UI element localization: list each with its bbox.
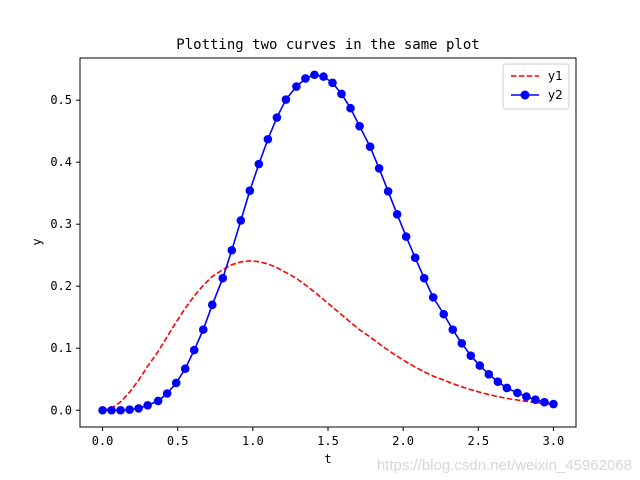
legend-y2-label: y2 bbox=[548, 88, 563, 102]
x-tick-label: 0.0 bbox=[92, 434, 114, 448]
series-y1-line bbox=[102, 260, 554, 412]
y-axis: 0.0 0.1 0.2 0.3 0.4 0.5 bbox=[50, 93, 80, 417]
series-y2-point bbox=[466, 351, 476, 360]
series-y2-point bbox=[272, 113, 282, 122]
series-y2-point bbox=[540, 397, 549, 407]
x-axis: 0.0 0.5 1.0 1.5 2.0 2.5 3.0 bbox=[92, 427, 565, 448]
watermark: https://blog.csdn.net/weixin_45962068 bbox=[376, 457, 632, 474]
series-y2-point bbox=[207, 300, 217, 310]
series-y2-point bbox=[153, 396, 163, 406]
series-y2-point bbox=[310, 70, 319, 80]
series-y2-point bbox=[245, 186, 255, 196]
series-y2-point bbox=[346, 103, 355, 113]
series-y2-point bbox=[227, 245, 237, 255]
series-y2-point bbox=[236, 216, 246, 225]
series-y2-point bbox=[162, 389, 172, 398]
series-y2-point bbox=[301, 74, 310, 83]
series-y2-point bbox=[484, 369, 494, 379]
series-y2-point bbox=[531, 395, 540, 405]
series-y2-point bbox=[254, 159, 264, 169]
series-y2-point bbox=[410, 253, 420, 262]
series-y2-point bbox=[292, 82, 301, 91]
y-axis-label: y bbox=[30, 238, 44, 245]
legend: y1 y2 bbox=[502, 63, 570, 110]
series-y2-point bbox=[116, 405, 125, 415]
series-y2-point bbox=[319, 72, 328, 81]
series-y2-point bbox=[493, 377, 503, 387]
y-tick-label: 0.4 bbox=[50, 155, 72, 169]
y-tick-label: 0.5 bbox=[50, 93, 72, 107]
series-layer bbox=[98, 70, 558, 415]
legend-y2-marker bbox=[520, 90, 530, 100]
series-y2-point bbox=[171, 378, 181, 388]
x-axis-label: t bbox=[324, 452, 331, 466]
y-tick-label: 0.3 bbox=[50, 217, 72, 231]
series-y2-point bbox=[125, 405, 134, 414]
y-tick-label: 0.1 bbox=[50, 341, 72, 355]
series-y2-point bbox=[328, 78, 337, 88]
series-y2-point bbox=[198, 325, 208, 334]
series-y2-point bbox=[448, 325, 458, 334]
legend-y1-label: y1 bbox=[548, 69, 563, 83]
series-y2-point bbox=[457, 338, 467, 348]
x-tick-label: 3.0 bbox=[543, 434, 565, 448]
y-tick-label: 0.2 bbox=[50, 279, 72, 293]
series-y2-point bbox=[419, 273, 429, 283]
series-y2-point bbox=[134, 404, 143, 413]
series-y2-point bbox=[374, 164, 384, 173]
series-y2-point bbox=[428, 293, 438, 302]
y-tick-label: 0.0 bbox=[50, 403, 72, 417]
series-y2-point bbox=[218, 273, 228, 283]
x-tick-label: 1.5 bbox=[317, 434, 339, 448]
series-y2-point bbox=[392, 209, 402, 219]
series-y2-point bbox=[263, 134, 273, 144]
series-y2-point bbox=[502, 383, 512, 393]
series-y2-point bbox=[365, 142, 375, 151]
series-y2-point bbox=[281, 95, 291, 104]
series-y2-point bbox=[337, 89, 346, 99]
axes-background bbox=[80, 58, 576, 427]
x-tick-label: 1.0 bbox=[242, 434, 264, 448]
x-tick-label: 2.5 bbox=[467, 434, 489, 448]
x-tick-label: 2.0 bbox=[392, 434, 414, 448]
series-y2-point bbox=[355, 121, 364, 131]
series-y2-point bbox=[439, 309, 449, 319]
series-y2-point bbox=[143, 400, 152, 410]
series-y2-point bbox=[549, 399, 558, 409]
x-tick-label: 0.5 bbox=[167, 434, 189, 448]
series-y2-point bbox=[383, 187, 393, 196]
plot-area bbox=[80, 58, 576, 427]
series-y2-point bbox=[180, 364, 190, 374]
chart-title: Plotting two curves in the same plot bbox=[176, 37, 479, 53]
series-y2-point bbox=[401, 232, 411, 241]
series-y2-point bbox=[475, 361, 485, 370]
series-y2-point bbox=[107, 405, 116, 415]
series-y2-point bbox=[513, 388, 522, 398]
series-y2-point bbox=[522, 392, 531, 401]
series-y2-point bbox=[189, 345, 199, 355]
series-y2-point bbox=[98, 405, 107, 415]
